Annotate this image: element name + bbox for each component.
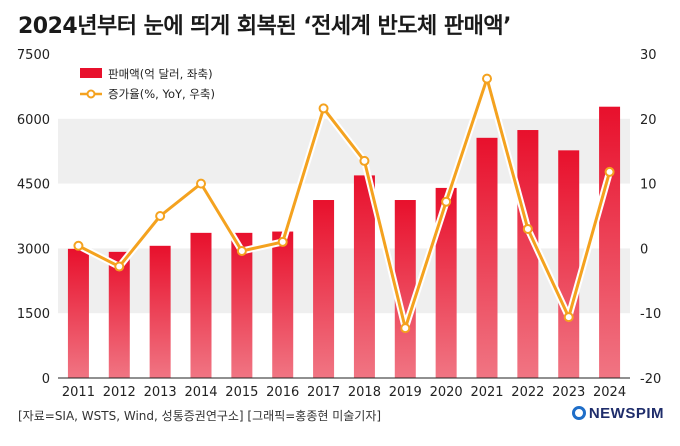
x-tick-label: 2011	[62, 385, 95, 400]
line-point-2022	[522, 223, 533, 234]
bar-2018	[353, 175, 375, 378]
brand-logo: NEWSPIM	[571, 405, 664, 422]
y-right-tick-label: 30	[640, 48, 657, 63]
x-tick-label: 2018	[348, 385, 381, 400]
axes: 0 1500 3000 4500 6000 7500 -20 -10 0 10 20 30 2011 20…	[17, 48, 661, 400]
x-tick-label: 2024	[593, 385, 626, 400]
bar-2021	[476, 137, 498, 378]
y-left-tick-label: 1500	[17, 307, 50, 322]
x-tick-label: 2016	[266, 385, 299, 400]
line-point-2013	[155, 211, 166, 221]
bar-2013	[149, 245, 171, 378]
legend-bar-swatch	[80, 68, 102, 78]
x-tick-label: 2015	[225, 385, 258, 400]
x-tick-label: 2023	[552, 385, 585, 400]
y-left-tick-label: 7500	[17, 48, 50, 63]
y-left-tick-label: 0	[42, 372, 50, 387]
x-tick-label: 2020	[430, 385, 463, 400]
y-left-tick-label: 6000	[17, 113, 50, 128]
bar-2020	[435, 187, 457, 378]
bar-2023	[558, 150, 580, 378]
y-right-tick-label: 10	[640, 178, 657, 193]
y-left-tick-label: 3000	[17, 242, 50, 257]
line-point-2014	[196, 178, 206, 189]
line-point-2017	[318, 103, 329, 114]
bar-2022	[517, 130, 539, 378]
legend-bar-label: 판매액(억 달러, 좌축)	[108, 67, 213, 81]
grid-band	[58, 118, 630, 184]
line-point-2011	[73, 240, 84, 251]
brand-name: NEWSPIM	[588, 405, 664, 422]
bar-2016	[272, 231, 294, 378]
line-point-2024	[604, 166, 615, 177]
bar-2011	[67, 248, 89, 378]
x-tick-label: 2022	[511, 385, 544, 400]
y-left-tick-label: 4500	[17, 178, 50, 193]
x-tick-label: 2019	[389, 385, 422, 400]
line-point-2016	[277, 236, 288, 247]
y-right-tick-label: 20	[640, 113, 657, 128]
x-tick-label: 2013	[144, 385, 177, 400]
x-tick-label: 2021	[470, 385, 503, 400]
line-series	[73, 73, 615, 334]
bar-2024	[599, 106, 621, 378]
globe-icon	[571, 406, 586, 420]
bar-2015	[231, 232, 253, 378]
bar-2012	[108, 251, 130, 378]
page-title: 2024년부터 눈에 띄게 회복된 ‘전세계 반도체 판매액’	[18, 14, 511, 39]
x-tick-label: 2014	[184, 385, 217, 400]
line-point-2012	[114, 261, 125, 272]
bar-2014	[190, 232, 212, 378]
y-right-tick-label: -10	[640, 307, 661, 322]
legend: 판매액(억 달러, 좌축) 증가율(%, YoY, 우축)	[80, 67, 215, 101]
legend-line-label: 증가율(%, YoY, 우축)	[108, 87, 215, 101]
line-point-2020	[441, 196, 452, 207]
bar-2017	[313, 200, 335, 378]
line-point-2021	[482, 73, 492, 84]
bar-2019	[394, 200, 416, 378]
bar-series	[67, 106, 621, 378]
x-tick-label: 2012	[103, 385, 136, 400]
line-path	[77, 77, 612, 330]
grid-bands	[58, 118, 630, 314]
line-point-2019	[400, 323, 411, 334]
line-point-2023	[563, 312, 574, 323]
y-right-tick-label: 0	[640, 242, 648, 257]
line-point-2015	[236, 245, 247, 256]
x-tick-label: 2017	[307, 385, 340, 400]
source-note: [자료=SIA, WSTS, Wind, 성통증권연구소] [그래픽=홍종현 미…	[18, 409, 382, 423]
line-point-2018	[359, 155, 370, 166]
y-right-tick-label: -20	[640, 372, 661, 387]
legend-line-marker	[86, 89, 96, 99]
